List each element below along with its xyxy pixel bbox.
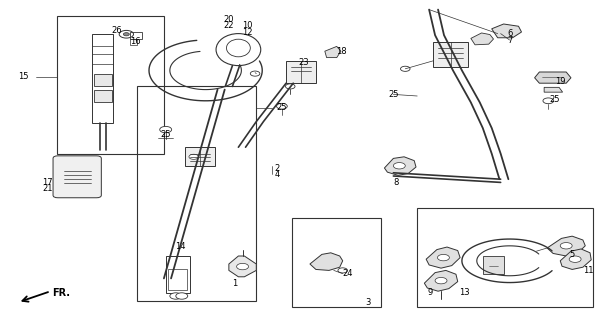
Polygon shape [492, 24, 522, 38]
Text: 5: 5 [570, 250, 575, 259]
Text: 2: 2 [275, 164, 280, 172]
Text: 9: 9 [428, 288, 433, 297]
Text: 21: 21 [42, 184, 53, 193]
Text: 1: 1 [232, 279, 237, 288]
Text: 18: 18 [336, 47, 346, 56]
Polygon shape [560, 249, 591, 269]
Text: 19: 19 [555, 77, 566, 86]
Circle shape [170, 293, 182, 299]
Text: 12: 12 [242, 28, 253, 36]
Polygon shape [94, 90, 112, 102]
Polygon shape [544, 87, 563, 92]
Circle shape [437, 254, 449, 261]
Polygon shape [483, 256, 504, 274]
Text: 25: 25 [160, 130, 171, 139]
Polygon shape [426, 247, 460, 268]
Text: 11: 11 [583, 266, 594, 275]
Circle shape [543, 98, 554, 104]
FancyBboxPatch shape [53, 156, 101, 198]
Text: 15: 15 [18, 72, 29, 81]
Text: 13: 13 [460, 288, 470, 297]
Text: 16: 16 [131, 37, 141, 46]
Circle shape [393, 163, 405, 169]
Circle shape [401, 66, 410, 71]
Text: 17: 17 [42, 178, 53, 187]
Polygon shape [433, 42, 468, 67]
Text: 24: 24 [342, 269, 353, 278]
Polygon shape [310, 253, 343, 270]
Ellipse shape [226, 39, 250, 57]
Circle shape [435, 277, 447, 284]
Polygon shape [384, 157, 416, 175]
Polygon shape [325, 46, 341, 58]
Text: 7: 7 [507, 36, 513, 44]
Polygon shape [229, 256, 256, 277]
Text: 10: 10 [242, 21, 253, 30]
Circle shape [277, 103, 287, 109]
Text: 8: 8 [393, 178, 399, 187]
Text: 26: 26 [111, 26, 122, 35]
Circle shape [160, 126, 172, 133]
Circle shape [189, 154, 198, 159]
Text: 3: 3 [365, 298, 371, 307]
Circle shape [119, 30, 134, 38]
Text: 20: 20 [223, 15, 234, 24]
Text: 25: 25 [277, 103, 287, 112]
Polygon shape [94, 74, 112, 86]
Circle shape [285, 84, 295, 89]
Polygon shape [424, 270, 458, 291]
Circle shape [123, 33, 129, 36]
Polygon shape [185, 147, 215, 166]
Circle shape [569, 256, 581, 262]
Text: 22: 22 [223, 21, 234, 30]
Circle shape [338, 268, 347, 273]
Circle shape [176, 293, 188, 299]
Polygon shape [286, 61, 316, 83]
Circle shape [560, 243, 572, 249]
Text: FR.: FR. [52, 288, 70, 298]
Text: 23: 23 [299, 58, 309, 67]
Polygon shape [535, 72, 571, 83]
Text: 14: 14 [175, 242, 186, 251]
Text: 25: 25 [388, 90, 399, 99]
Polygon shape [547, 236, 585, 256]
Text: 25: 25 [549, 95, 560, 104]
Polygon shape [471, 33, 493, 45]
Circle shape [250, 71, 260, 76]
Circle shape [237, 263, 249, 270]
Text: 4: 4 [275, 170, 280, 179]
Text: 6: 6 [507, 29, 513, 38]
